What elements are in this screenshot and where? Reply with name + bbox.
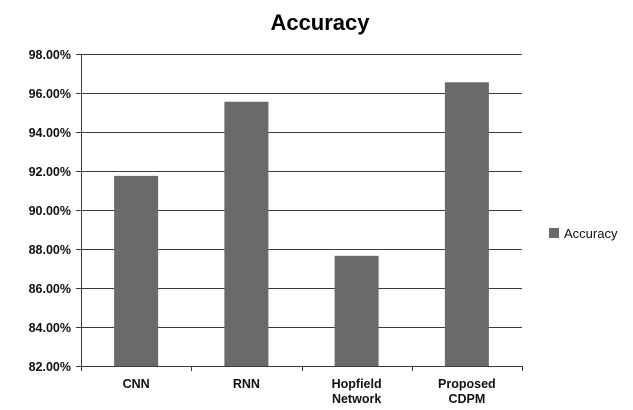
bar [224, 101, 269, 367]
bars [114, 82, 489, 367]
category-label: CNN [123, 377, 150, 391]
y-tick-label: 84.00% [29, 321, 71, 335]
legend-swatch [549, 228, 559, 238]
category-label: CDPM [448, 392, 485, 406]
y-tick-label: 92.00% [29, 165, 71, 179]
y-tick-label: 94.00% [29, 126, 71, 140]
y-tick-label: 98.00% [29, 48, 71, 62]
y-tick-label: 82.00% [29, 360, 71, 374]
axes [76, 54, 523, 371]
bar [114, 175, 159, 366]
bar [444, 82, 489, 367]
legend-label: Accuracy [564, 226, 618, 241]
category-label: Proposed [438, 377, 496, 391]
chart-title: Accuracy [270, 10, 370, 35]
y-tick-label: 88.00% [29, 243, 71, 257]
category-label: RNN [233, 377, 260, 391]
y-axis-tick-labels: 82.00% 84.00% 86.00% 88.00% 90.00% 92.00% 94.0… [29, 48, 71, 374]
y-tick-label: 96.00% [29, 87, 71, 101]
y-tick-label: 86.00% [29, 282, 71, 296]
category-label: Hopfield [332, 377, 382, 391]
y-tick-label: 90.00% [29, 204, 71, 218]
bar [334, 255, 379, 366]
legend: Accuracy [549, 226, 618, 241]
category-label: Network [332, 392, 381, 406]
